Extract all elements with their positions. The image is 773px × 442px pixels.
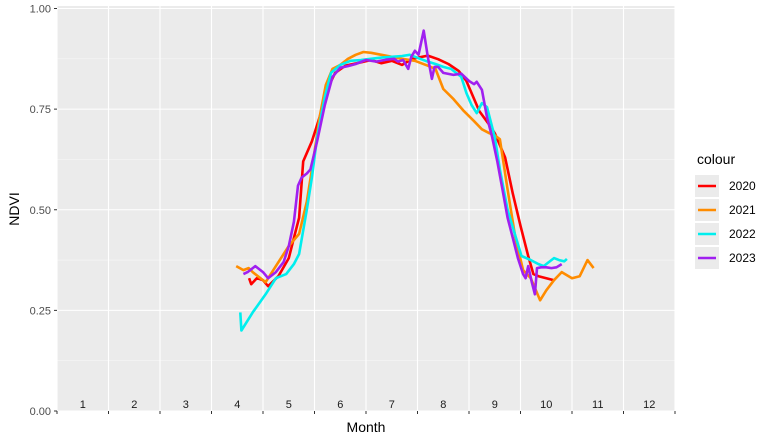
y-axis-ticks: 0.00 0.25 0.50 0.75 1.00: [30, 4, 57, 418]
month-label: 9: [492, 399, 498, 411]
x-axis-ticks: [56, 411, 676, 414]
legend-label-2022: 2022: [729, 227, 756, 241]
legend: colour 2020 2021 2022 2023: [695, 151, 756, 269]
month-label: 10: [540, 399, 552, 411]
month-labels: 1 2 3 4 5 6 7 8 9 10 11 12: [80, 399, 656, 411]
month-label: 4: [234, 399, 240, 411]
series-lines: [235, 29, 595, 332]
legend-label-2020: 2020: [729, 179, 756, 193]
y-axis-title: NDVI: [6, 192, 22, 225]
y-tick-label: 0.00: [30, 406, 51, 418]
series-line-2020: [247, 54, 555, 288]
month-label: 5: [286, 399, 292, 411]
y-tick-label: 0.75: [30, 104, 51, 116]
month-label: 3: [183, 399, 189, 411]
series-line-2023: [242, 29, 563, 296]
month-label: 1: [80, 399, 86, 411]
y-tick-label: 1.00: [30, 4, 51, 16]
month-label: 2: [131, 399, 137, 411]
month-label: 8: [440, 399, 446, 411]
grid-lines: [56, 6, 676, 412]
series-line-2021: [235, 50, 595, 302]
y-tick-label: 0.25: [30, 305, 51, 317]
legend-label-2023: 2023: [729, 251, 756, 265]
legend-label-2021: 2021: [729, 203, 756, 217]
legend-title: colour: [697, 151, 735, 167]
month-label: 7: [389, 399, 395, 411]
month-label: 11: [592, 399, 603, 411]
month-label: 12: [643, 399, 655, 411]
y-tick-label: 0.50: [30, 205, 51, 217]
month-label: 6: [337, 399, 343, 411]
x-axis-title: Month: [347, 419, 386, 435]
